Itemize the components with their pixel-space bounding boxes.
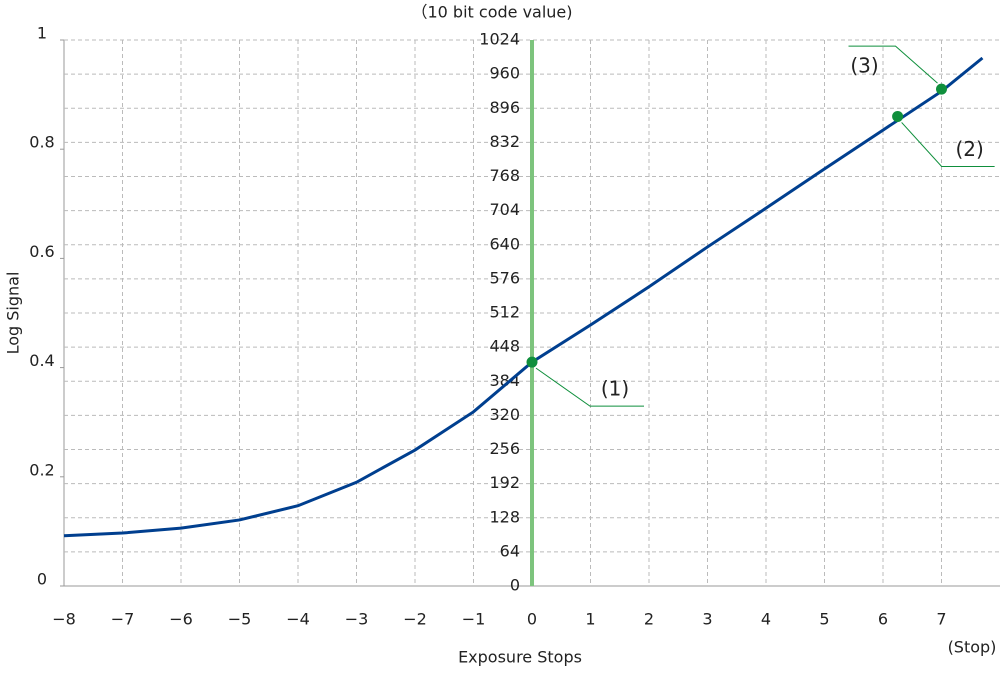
x-tick-label: 2 — [644, 610, 654, 629]
x-tick-label: −7 — [111, 610, 135, 629]
point-label: (2) — [955, 137, 983, 161]
y2-tick-label: 64 — [500, 541, 520, 560]
y2-axis-label: （10 bit code value) — [411, 3, 572, 22]
y-axis-label: Log Signal — [4, 272, 23, 355]
y-tick-label: 0.8 — [29, 133, 54, 152]
y-tick-label: 0 — [37, 570, 47, 589]
y2-tick-label: 768 — [489, 166, 520, 185]
y2-tick-label: 448 — [489, 337, 520, 356]
x-tick-label: 7 — [936, 610, 946, 629]
y2-tick-label: 256 — [489, 439, 520, 458]
leader-line — [848, 45, 938, 84]
y2-tick-label: 832 — [489, 132, 520, 151]
y-tick-label: 0.4 — [29, 351, 54, 370]
y2-tick-label: 704 — [489, 200, 520, 219]
y-tick-label: 1 — [37, 24, 47, 43]
y2-tick-label: 128 — [489, 507, 520, 526]
x-tick-label: 3 — [702, 610, 712, 629]
point-label: (3) — [850, 54, 878, 78]
x-tick-label: −4 — [286, 610, 310, 629]
point — [526, 356, 538, 368]
x-axis-label: Exposure Stops — [458, 648, 582, 667]
x-tick-label: −1 — [462, 610, 486, 629]
y2-tick-label: 896 — [489, 98, 520, 117]
x-tick-label: 6 — [878, 610, 888, 629]
leader-line — [535, 367, 644, 407]
y2-tick-label: 1024 — [479, 30, 520, 49]
y2-tick-label: 576 — [489, 268, 520, 287]
x-tick-label: 0 — [527, 610, 537, 629]
y2-tick-label: 960 — [489, 64, 520, 83]
x-tick-label: 5 — [819, 610, 829, 629]
curve — [63, 56, 984, 538]
x-tick-label: −3 — [345, 610, 369, 629]
point — [892, 110, 904, 122]
x-axis-unit: (Stop) — [948, 638, 997, 657]
y2-tick-label: 0 — [510, 576, 520, 595]
point-label: (1) — [601, 377, 629, 401]
y2-tick-label: 192 — [489, 473, 520, 492]
x-tick-label: −8 — [52, 610, 76, 629]
y2-tick-label: 640 — [489, 234, 520, 253]
y2-tick-label: 320 — [489, 405, 520, 424]
y2-tick-label: 384 — [489, 371, 520, 390]
x-tick-label: 4 — [761, 610, 771, 629]
x-tick-label: 1 — [585, 610, 595, 629]
x-tick-label: −2 — [403, 610, 427, 629]
y2-tick-label: 512 — [489, 303, 520, 322]
y-tick-label: 0.6 — [29, 242, 54, 261]
x-tick-label: −6 — [169, 610, 193, 629]
leader-line — [901, 122, 995, 167]
point — [936, 83, 947, 95]
y-tick-label: 0.2 — [29, 460, 54, 479]
x-tick-label: −5 — [228, 610, 252, 629]
